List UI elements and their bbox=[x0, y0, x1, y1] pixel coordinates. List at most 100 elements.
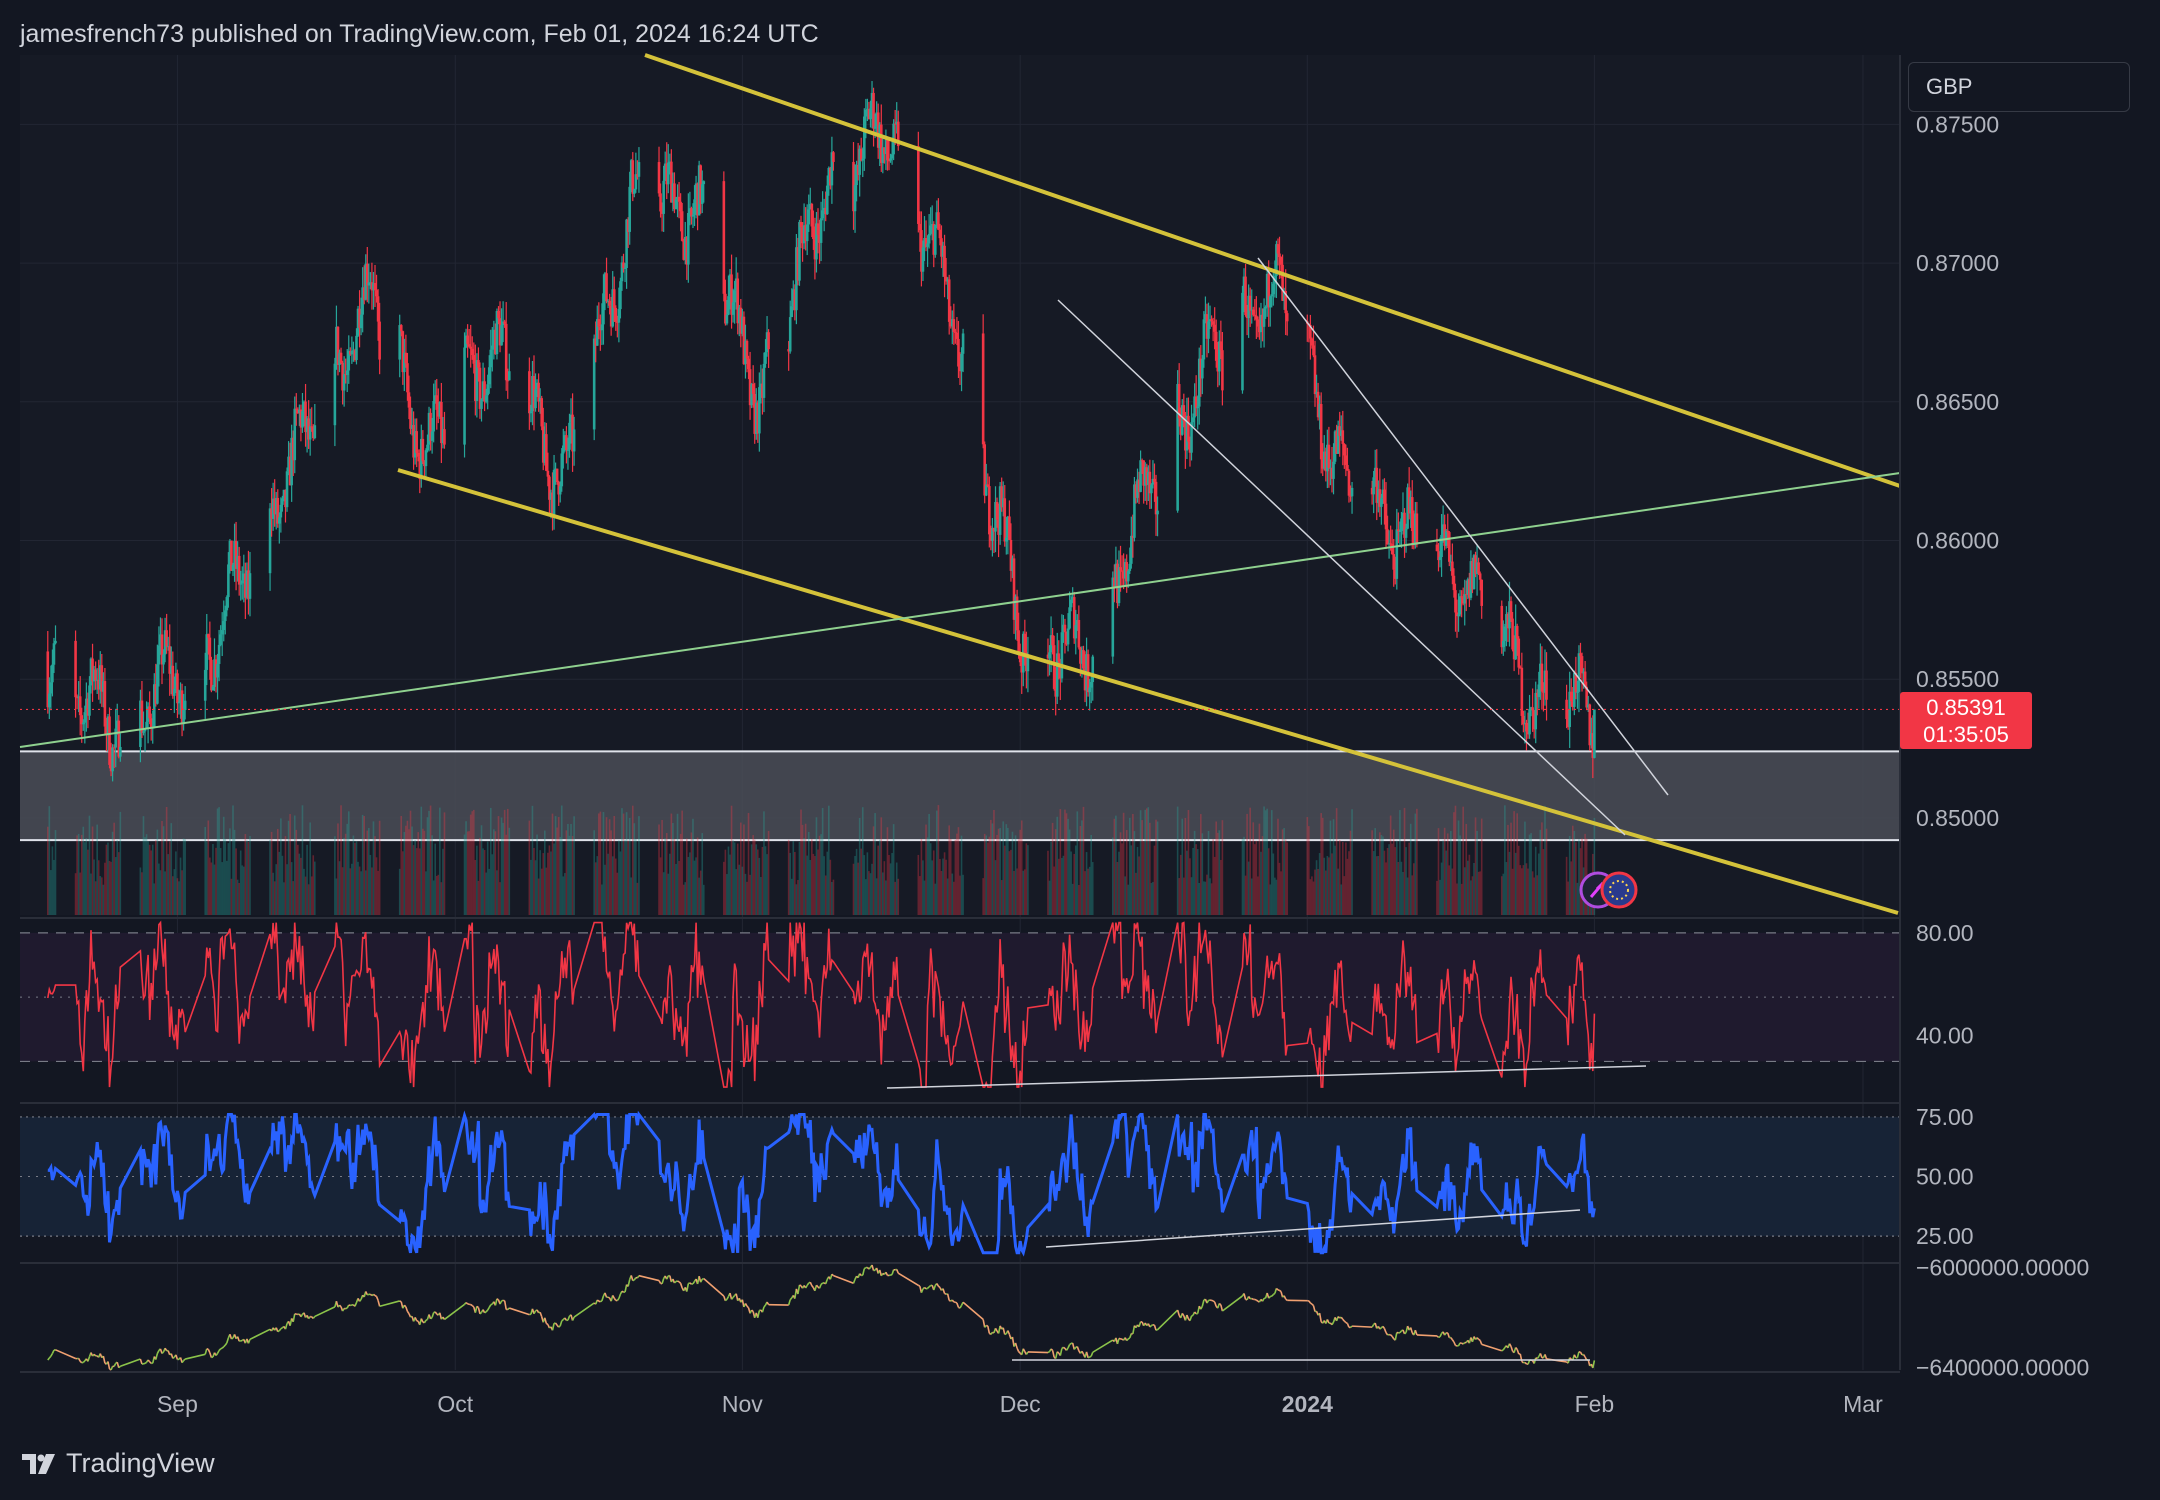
candle-body bbox=[359, 314, 363, 329]
volume-bar bbox=[536, 834, 538, 915]
volume-bar bbox=[1203, 881, 1205, 915]
candle-body bbox=[288, 456, 292, 486]
obv-segment bbox=[1416, 1334, 1437, 1337]
volume-bar bbox=[415, 848, 418, 915]
volume-bar bbox=[803, 838, 805, 915]
candle-body bbox=[1534, 692, 1538, 730]
volume-bar bbox=[1138, 856, 1140, 915]
candle-body bbox=[622, 262, 625, 269]
volume-bar bbox=[1531, 871, 1534, 915]
candle-body bbox=[284, 489, 287, 508]
currency-selector[interactable]: GBP bbox=[1908, 62, 2130, 112]
obv-segment bbox=[1371, 1324, 1375, 1328]
volume-bar bbox=[616, 872, 619, 915]
event-icons[interactable] bbox=[1579, 871, 1638, 909]
candle-body bbox=[1211, 321, 1215, 325]
obv-segment bbox=[102, 1355, 106, 1364]
candle-body bbox=[696, 183, 699, 216]
candle-body bbox=[758, 387, 761, 434]
candle-body bbox=[1214, 331, 1218, 361]
obv-segment bbox=[607, 1296, 610, 1299]
candle-body bbox=[1539, 663, 1542, 685]
osc-divergence-line bbox=[1045, 1209, 1581, 1248]
volume-bar bbox=[689, 852, 691, 915]
candle-body bbox=[1210, 319, 1213, 322]
obv-segment bbox=[479, 1311, 483, 1315]
obv-segment bbox=[962, 1301, 984, 1320]
volume-bar bbox=[76, 835, 78, 915]
candle-body bbox=[420, 438, 423, 480]
last-price-badge: 0.85391 01:35:05 bbox=[1900, 692, 2032, 749]
volume-bar bbox=[667, 873, 670, 915]
volume-bar bbox=[1318, 853, 1321, 915]
volume-bar bbox=[1311, 876, 1313, 915]
volume-bar bbox=[863, 855, 866, 915]
obv-segment bbox=[544, 1317, 548, 1324]
candle-body bbox=[344, 374, 347, 376]
candle-body bbox=[46, 651, 50, 708]
volume-bar bbox=[1258, 823, 1261, 915]
obv-segment bbox=[474, 1306, 478, 1313]
obv-segment bbox=[1025, 1351, 1029, 1355]
obv-segment bbox=[1004, 1333, 1007, 1336]
candle-body bbox=[1312, 345, 1315, 356]
obv-segment bbox=[627, 1279, 631, 1287]
volume-bar bbox=[1510, 822, 1512, 915]
candle-body bbox=[464, 335, 468, 348]
candle-body bbox=[1052, 645, 1056, 689]
volume-bar bbox=[1442, 840, 1444, 915]
volume-bar bbox=[1409, 823, 1412, 915]
candle-body bbox=[957, 338, 960, 367]
volume-bar bbox=[662, 872, 665, 915]
obv-segment bbox=[1090, 1351, 1094, 1357]
volume-bar bbox=[1408, 842, 1410, 915]
volume-bar bbox=[409, 810, 412, 915]
candle-body bbox=[174, 673, 178, 689]
obv-segment bbox=[868, 1266, 872, 1270]
volume-bar bbox=[1013, 870, 1015, 915]
volume-bar bbox=[1343, 876, 1346, 915]
candle-body bbox=[483, 381, 486, 402]
volume-bar bbox=[273, 881, 276, 915]
volume-bar bbox=[673, 838, 676, 915]
volume-bar bbox=[1067, 818, 1069, 915]
volume-bar bbox=[105, 844, 108, 915]
volume-bar bbox=[1135, 872, 1137, 915]
obv-segment bbox=[211, 1356, 214, 1359]
obv-segment bbox=[759, 1309, 762, 1312]
volume-bar bbox=[1306, 817, 1309, 915]
candle-body bbox=[1582, 671, 1585, 674]
candle-body bbox=[1179, 418, 1183, 435]
volume-bar bbox=[482, 848, 484, 915]
volume-bar bbox=[1278, 862, 1281, 915]
volume-bar bbox=[986, 842, 989, 915]
candle-body bbox=[1184, 420, 1187, 451]
obv-segment bbox=[47, 1357, 50, 1361]
tradingview-logo[interactable]: TradingView bbox=[22, 1448, 215, 1479]
volume-bar bbox=[1320, 813, 1322, 915]
volume-bar bbox=[1524, 821, 1526, 915]
candle-body bbox=[341, 362, 344, 391]
obv-segment bbox=[1191, 1314, 1194, 1317]
candle-body bbox=[1185, 415, 1189, 451]
volume-bar bbox=[181, 870, 183, 915]
volume-bar bbox=[301, 805, 304, 915]
candle-body bbox=[680, 211, 684, 241]
volume-bar bbox=[1511, 868, 1514, 915]
candle-body bbox=[668, 161, 672, 163]
volume-bar bbox=[658, 824, 660, 915]
obv-segment bbox=[209, 1352, 213, 1358]
eu-flag-icon[interactable] bbox=[1600, 871, 1638, 909]
candle-body bbox=[1451, 561, 1454, 576]
obv-segment bbox=[1153, 1324, 1157, 1331]
volume-bar bbox=[247, 842, 250, 915]
obv-segment bbox=[942, 1288, 946, 1294]
volume-bar bbox=[1091, 862, 1094, 915]
volume-bar bbox=[701, 833, 704, 915]
volume-bar bbox=[1454, 805, 1457, 915]
time-tick-4: 2024 bbox=[1282, 1391, 1333, 1417]
candle-body bbox=[1055, 653, 1059, 697]
obv-segment bbox=[1279, 1289, 1282, 1293]
candle-body bbox=[179, 690, 182, 703]
